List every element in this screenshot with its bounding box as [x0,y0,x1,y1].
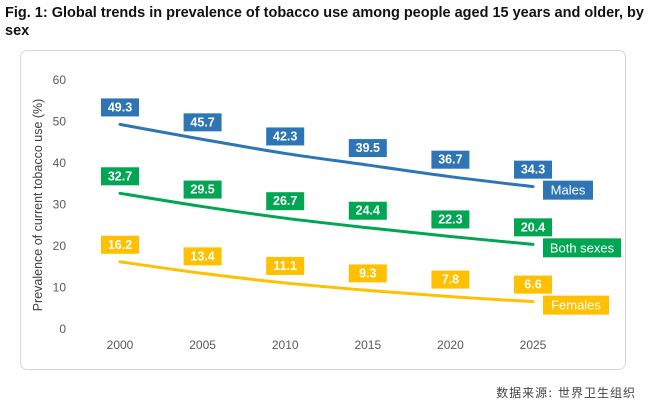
data-label-box [266,127,305,146]
data-label-box [431,210,470,229]
y-tick-label: 10 [53,281,67,295]
data-label: 42.3 [273,129,297,143]
data-label: 29.5 [190,183,214,197]
data-label-box [514,218,552,237]
series-label-box [543,238,621,258]
data-label: 11.1 [273,259,297,273]
data-label: 39.5 [356,141,380,155]
data-label-box [514,160,552,179]
data-label-box [431,150,470,169]
data-label-box [101,235,139,254]
y-tick-label: 30 [53,198,67,212]
data-label: 32.7 [108,169,132,183]
x-tick-label: 2015 [354,338,381,352]
data-label: 22.3 [438,212,462,226]
data-label: 16.2 [108,238,132,252]
x-tick-label: 2025 [520,338,547,352]
data-label-box [431,270,470,289]
data-label-box [101,98,139,117]
data-label-box [514,275,552,294]
x-tick-label: 2010 [272,338,299,352]
data-label: 7.8 [442,273,459,287]
data-label-box [266,192,305,211]
data-label-box [348,264,387,283]
data-label: 26.7 [273,194,297,208]
data-label-box [183,113,222,132]
y-tick-label: 20 [53,239,67,253]
data-label-box [348,139,387,158]
data-label-box [183,180,222,199]
data-label-box [348,201,387,220]
y-tick-label: 60 [53,73,67,87]
data-label: 34.3 [521,163,545,177]
data-label: 24.4 [356,204,380,218]
data-label-box [183,247,222,266]
data-label: 45.7 [190,115,214,129]
series-line-males [118,122,535,189]
y-axis-title: Prevalence of current tobacco use (%) [31,99,45,312]
data-label: 20.4 [521,220,545,234]
data-label-box [101,167,139,186]
data-label: 13.4 [190,249,214,263]
x-tick-label: 2005 [189,338,216,352]
series-label-box [543,295,609,315]
series-label-box [543,180,593,200]
series-name-label: Both sexes [550,240,615,255]
figure-title: Fig. 1: Global trends in prevalence of t… [5,5,644,39]
data-label: 49.3 [108,100,132,114]
y-tick-label: 50 [53,115,67,129]
series-name-label: Males [551,183,586,198]
data-label: 36.7 [438,153,462,167]
data-label: 9.3 [359,266,376,280]
y-tick-label: 0 [59,322,66,336]
data-label-box [266,256,305,275]
data-label: 6.6 [524,278,541,292]
y-tick-label: 40 [53,156,67,170]
series-line-both-sexes [118,191,535,246]
series-name-label: Females [551,298,601,313]
series-line-females [118,260,535,304]
x-tick-label: 2020 [437,338,464,352]
x-tick-label: 2000 [107,338,134,352]
source-note: 数据来源: 世界卫生组织 [496,386,636,400]
